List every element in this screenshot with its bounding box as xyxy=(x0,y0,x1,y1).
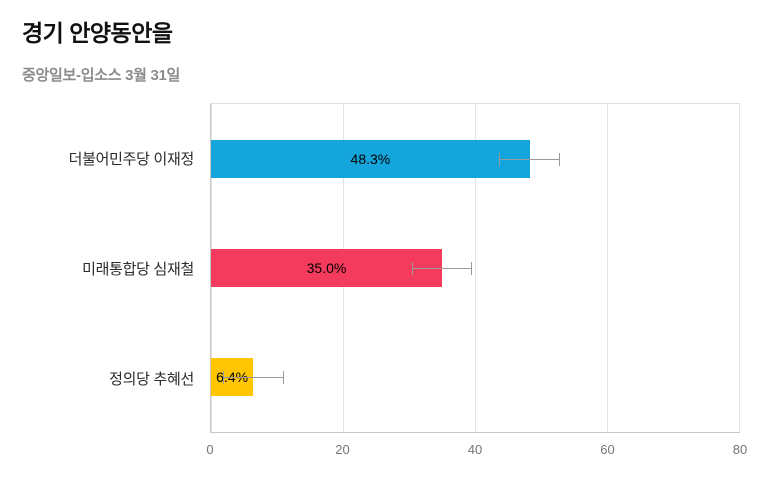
category-label: 미래통합당 심재철 xyxy=(82,260,194,278)
error-bar xyxy=(411,261,473,275)
bar-row: 35.0% xyxy=(211,213,739,322)
x-tick-label: 40 xyxy=(467,442,483,457)
category-label: 정의당 추혜선 xyxy=(109,370,194,388)
category-label: 더불어민주당 이재정 xyxy=(68,150,195,168)
bar: 35.0% xyxy=(211,248,442,287)
gridline xyxy=(475,104,476,432)
bar-row: 48.3% xyxy=(211,104,739,213)
gridline xyxy=(607,104,608,432)
error-bar xyxy=(222,371,284,385)
x-tick-label: 80 xyxy=(732,442,748,457)
bar: 48.3% xyxy=(211,139,530,178)
x-tick-label: 60 xyxy=(600,442,615,457)
x-tick-label: 0 xyxy=(206,442,214,457)
x-tick-label: 20 xyxy=(335,442,350,457)
bar-value-label: 48.3% xyxy=(350,150,391,167)
page-title: 경기 안양동안을 xyxy=(22,20,173,46)
error-bar xyxy=(499,152,561,166)
bar-rows: 48.3% 35.0% 6.4% xyxy=(211,104,739,432)
plot-area: 48.3% 35.0% 6.4% xyxy=(210,103,740,433)
bar-row: 6.4% xyxy=(211,323,739,432)
gridline xyxy=(739,104,740,432)
x-axis: 0 20 40 60 80 xyxy=(206,433,747,467)
chart-subtitle: 중앙일보-입소스 3월 31일 xyxy=(22,67,181,84)
bar-value-label: 35.0% xyxy=(306,259,347,276)
